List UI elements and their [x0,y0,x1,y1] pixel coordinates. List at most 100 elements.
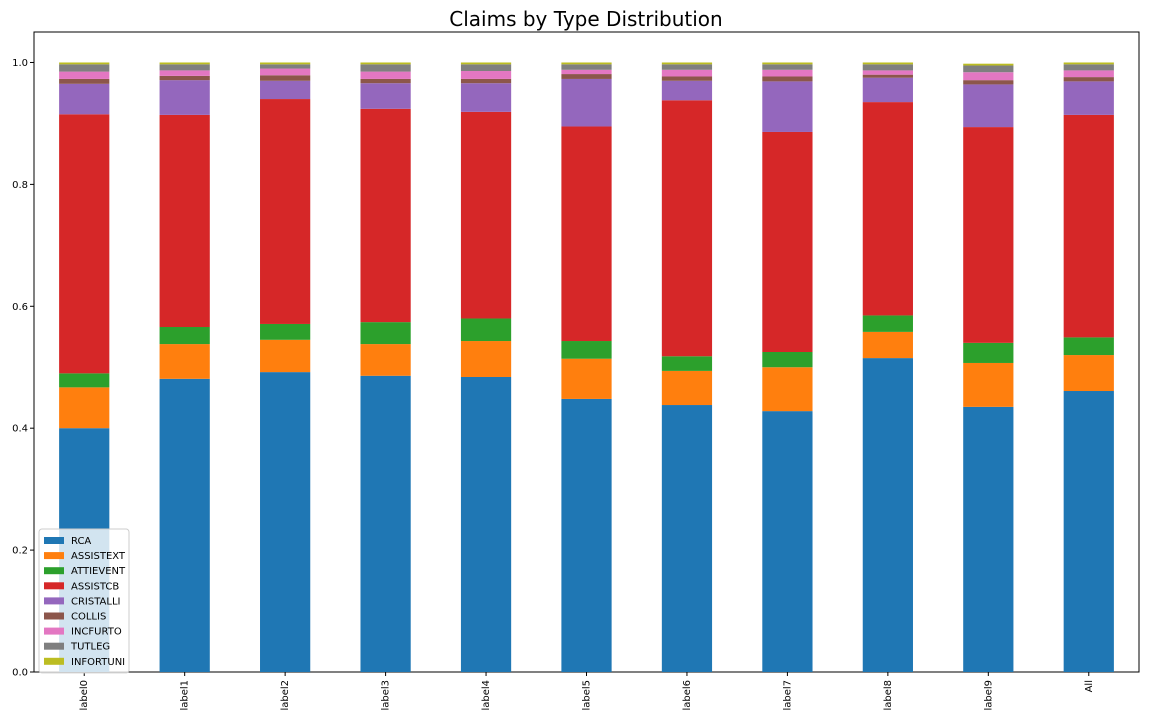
bar-segment-incfurto-label1 [159,70,210,76]
bar-segment-cristalli-label2 [260,80,311,100]
bar-segment-infortuni-label4 [460,62,512,65]
bar-segment-assistext-label7 [762,367,813,412]
legend-swatch-assistcb [44,582,64,590]
bar-segment-infortuni-label7 [762,62,813,65]
bar-segment-collis-all [1063,77,1114,82]
bar-segment-rca-label4 [460,376,512,672]
bar-segment-collis-label3 [360,78,411,84]
legend-swatch-attievent [44,567,64,575]
bar-segment-rca-label8 [862,358,913,672]
bar-segment-infortuni-label2 [260,62,311,65]
x-tick-label: label1 [180,680,191,711]
y-tick-label: 0.8 [12,180,28,191]
bar-segment-assistcb-label9 [963,127,1014,343]
bar-segment-attievent-label9 [963,342,1014,363]
legend-label-rca: RCA [71,536,91,547]
bar-segment-attievent-label4 [460,318,512,342]
bar-segment-assistext-label8 [862,331,913,359]
bar-segment-assistext-label4 [460,341,512,377]
bar-segment-cristalli-label7 [762,81,813,132]
bar-segment-infortuni-label8 [862,62,913,65]
legend-swatch-assistext [44,552,64,560]
bar-segment-tutleg-label4 [460,64,512,71]
bar-segment-collis-label8 [862,74,913,78]
bar-segment-tutleg-label0 [59,64,110,72]
bar-segment-assistcb-label5 [561,126,612,342]
bar-segment-collis-label2 [260,75,311,81]
bar-segment-incfurto-label9 [963,72,1014,81]
bar-segment-assistcb-label7 [762,131,813,352]
bar-segment-assistext-label0 [59,387,110,429]
bar-segment-tutleg-label6 [661,64,713,70]
chart-title: Claims by Type Distribution [449,7,722,31]
bar-segment-cristalli-label4 [460,83,512,112]
x-tick-label: label3 [381,680,392,711]
legend-label-collis: COLLIS [71,612,106,623]
bar-segment-attievent-all [1063,337,1114,356]
bar-segment-incfurto-label7 [762,69,813,77]
bar-segment-assistext-label2 [260,339,311,373]
bar-segment-rca-label7 [762,411,813,672]
bar-segment-collis-label6 [661,76,713,81]
bar-segment-tutleg-label2 [260,64,311,69]
bar-segment-assistcb-label1 [159,114,210,328]
bar-segment-tutleg-label5 [561,64,612,70]
bar-segment-incfurto-label0 [59,71,110,79]
bar-segment-assistcb-label2 [260,99,311,324]
bar-segment-assistcb-label8 [862,102,913,316]
bar-segment-infortuni-label1 [159,62,210,65]
bar-segment-collis-label0 [59,78,110,84]
bar-segment-assistcb-all [1063,114,1114,338]
bar-segment-tutleg-label7 [762,64,813,70]
legend-label-assistcb: ASSISTCB [71,581,119,592]
bar-segment-collis-label7 [762,76,813,82]
bar-segment-cristalli-label9 [963,84,1014,128]
bar-segment-assistcb-label4 [460,111,512,319]
bar-segment-rca-label1 [159,378,210,672]
bar-segment-incfurto-label4 [460,71,512,79]
bar-segment-tutleg-all [1063,64,1114,71]
bar-segment-collis-label4 [460,78,512,84]
bar-segment-rca-all [1063,391,1114,672]
x-tick-label: All [1084,680,1095,692]
x-tick-label: label7 [782,680,793,711]
bar-segment-infortuni-label3 [360,62,411,65]
bar-segment-cristalli-label6 [661,80,713,101]
legend-swatch-rca [44,537,64,544]
y-tick-label: 0.0 [12,668,28,679]
x-tick-label: label8 [883,680,894,711]
bar-segment-attievent-label6 [661,356,713,371]
y-tick-label: 0.6 [12,302,28,313]
bar-segment-cristalli-label3 [360,83,411,109]
y-tick-label: 0.2 [12,546,28,557]
legend-label-attievent: ATTIEVENT [71,566,126,577]
legend-swatch-infortuni [44,657,64,665]
bars-layer [59,62,1114,672]
bar-segment-tutleg-label8 [862,64,913,71]
x-tick-label: label6 [682,680,693,711]
bar-segment-rca-label3 [360,375,411,672]
bar-segment-attievent-label1 [159,327,210,345]
bar-segment-attievent-label2 [260,323,311,340]
bar-segment-tutleg-label9 [963,65,1014,73]
bar-segment-infortuni-label6 [661,62,713,65]
legend-swatch-incfurto [44,627,64,635]
legend-swatch-collis [44,612,64,620]
bar-segment-incfurto-label2 [260,68,311,76]
bar-segment-attievent-label3 [360,322,411,345]
legend-label-tutleg: TUTLEG [70,642,110,653]
bar-segment-rca-label6 [661,405,713,672]
bar-segment-assistcb-label3 [360,108,411,323]
legend-label-cristalli: CRISTALLI [71,596,121,607]
bar-segment-attievent-label7 [762,352,813,368]
legend-swatch-tutleg [44,642,64,650]
legend: RCA ASSISTEXT ATTIEVENT ASSISTCB CRISTALLI CO… [38,528,130,674]
bar-segment-infortuni-label0 [59,62,110,65]
bar-segment-incfurto-label8 [862,70,913,75]
bar-segment-assistext-label1 [159,344,210,379]
bar-segment-attievent-label0 [59,373,110,388]
bar-segment-assistcb-label6 [661,100,713,357]
bar-segment-incfurto-all [1063,70,1114,78]
